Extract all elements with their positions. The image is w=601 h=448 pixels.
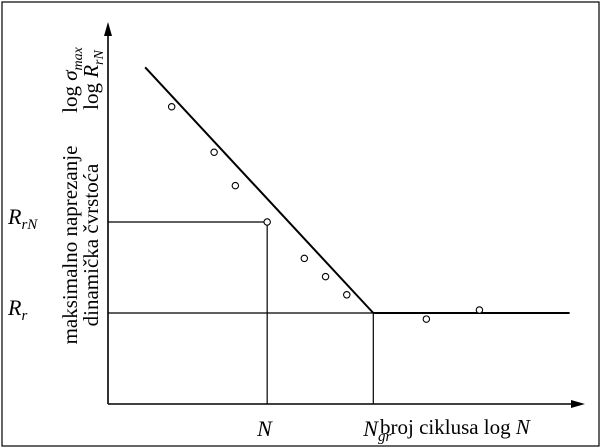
data-points xyxy=(167,102,484,323)
labels: maksimalno naprezanje dinamička čvrstoća… xyxy=(7,46,531,445)
y-sym1-sigma: σ xyxy=(58,69,82,81)
data-point xyxy=(475,306,484,314)
series-lines xyxy=(144,66,570,314)
y-sym1-sub: max xyxy=(71,46,86,70)
y-axis-label-line-2: dinamička čvrstoća xyxy=(79,163,103,326)
sloped-line-segment xyxy=(144,66,375,314)
y-axis-label-line-1: maksimalno naprezanje xyxy=(58,146,82,345)
data-point xyxy=(343,291,351,299)
y-sym2-r: R xyxy=(79,65,103,79)
x-axis-label: broj ciklusa log N xyxy=(380,415,531,439)
x-tick-label: N xyxy=(256,416,273,441)
y-sym2-sub: rN xyxy=(92,49,107,64)
data-point xyxy=(300,254,309,263)
data-point xyxy=(210,148,218,156)
y-sym2-prefix: log xyxy=(79,78,103,110)
y-sym1-prefix: log xyxy=(58,81,82,113)
data-point xyxy=(321,272,330,281)
x-label-n: N xyxy=(515,415,531,439)
y-axis-arrow xyxy=(104,22,112,36)
guide-lines xyxy=(108,221,374,404)
data-point xyxy=(422,315,431,323)
data-point xyxy=(231,181,240,190)
x-tick-label: Ngr xyxy=(362,416,391,445)
x-axis-arrow xyxy=(571,400,585,408)
axes xyxy=(104,22,585,408)
y-axis-symbol-r: log RrN xyxy=(79,49,107,109)
y-tick-label: RrN xyxy=(7,204,38,233)
y-tick-label: Rr xyxy=(7,295,27,324)
data-point xyxy=(263,218,271,226)
x-label-text: broj ciklusa log xyxy=(380,415,516,439)
data-point xyxy=(167,102,176,111)
y-axis-symbol-sigma: log σmax xyxy=(58,46,86,113)
